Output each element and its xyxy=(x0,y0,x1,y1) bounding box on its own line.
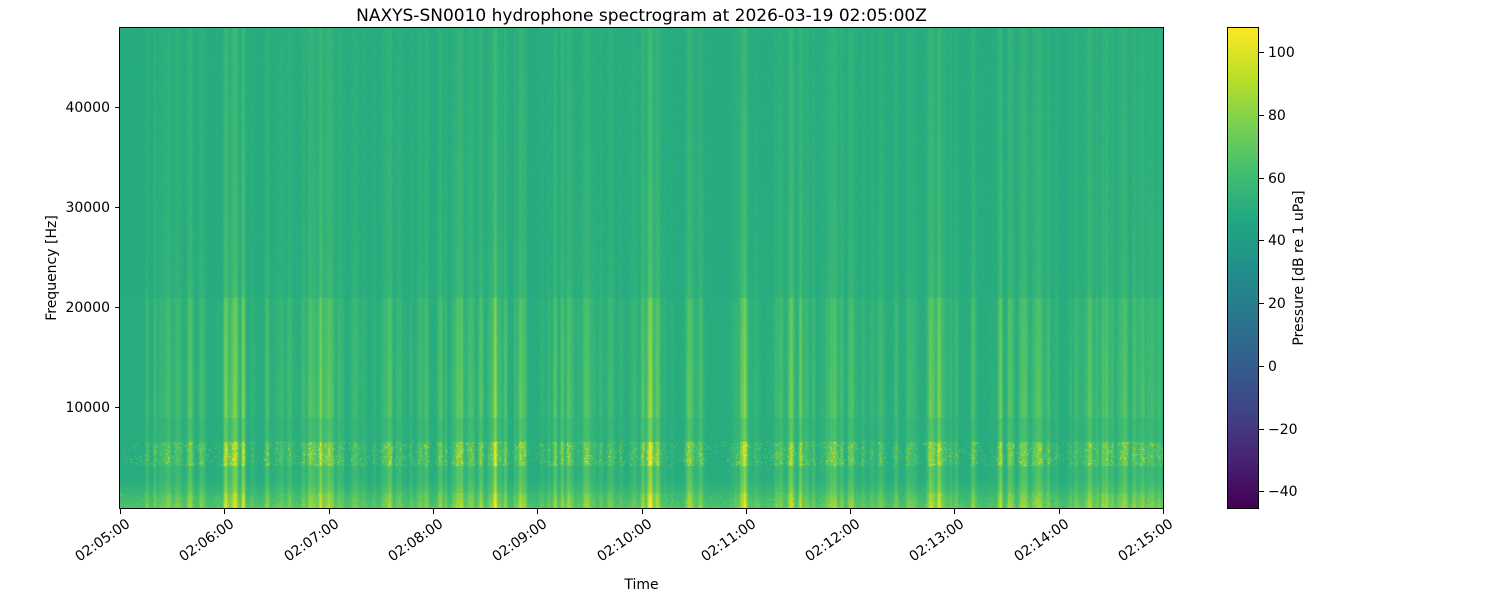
x-tick-mark xyxy=(224,509,225,514)
colorbar-tick-mark xyxy=(1259,429,1264,430)
colorbar-tick-label: −20 xyxy=(1268,422,1298,438)
y-tick-label: 10000 xyxy=(65,400,110,416)
colorbar-tick-label: 100 xyxy=(1268,45,1295,61)
y-tick-mark xyxy=(115,407,120,408)
x-tick-mark xyxy=(1059,509,1060,514)
y-tick-mark xyxy=(115,107,120,108)
x-tick-mark xyxy=(120,509,121,514)
colorbar-tick-label: −40 xyxy=(1268,484,1298,500)
x-tick-mark xyxy=(433,509,434,514)
colorbar-tick-mark xyxy=(1259,115,1264,116)
x-tick-mark xyxy=(329,509,330,514)
colorbar-tick-mark xyxy=(1259,491,1264,492)
spectrogram-heatmap xyxy=(119,27,1164,509)
y-tick-mark xyxy=(115,207,120,208)
chart-title: NAXYS-SN0010 hydrophone spectrogram at 2… xyxy=(356,6,927,26)
y-tick-label: 30000 xyxy=(65,200,110,216)
colorbar-tick-label: 0 xyxy=(1268,359,1277,375)
colorbar-label: Pressure [dB re 1 uPa] xyxy=(1291,190,1307,346)
colorbar-gradient xyxy=(1227,27,1259,509)
x-tick-mark xyxy=(537,509,538,514)
colorbar-tick-mark xyxy=(1259,178,1264,179)
colorbar-tick-label: 60 xyxy=(1268,171,1286,187)
y-tick-label: 40000 xyxy=(65,100,110,116)
colorbar-tick-mark xyxy=(1259,303,1264,304)
y-tick-label: 20000 xyxy=(65,300,110,316)
colorbar-tick-label: 20 xyxy=(1268,296,1286,312)
colorbar-tick-mark xyxy=(1259,366,1264,367)
x-tick-mark xyxy=(850,509,851,514)
x-tick-mark xyxy=(746,509,747,514)
x-tick-mark xyxy=(954,509,955,514)
y-tick-mark xyxy=(115,307,120,308)
colorbar-tick-mark xyxy=(1259,52,1264,53)
x-tick-mark xyxy=(1163,509,1164,514)
colorbar-tick-mark xyxy=(1259,240,1264,241)
colorbar-tick-label: 80 xyxy=(1268,108,1286,124)
colorbar-tick-label: 40 xyxy=(1268,233,1286,249)
x-axis-label: Time xyxy=(624,577,659,593)
x-tick-mark xyxy=(642,509,643,514)
